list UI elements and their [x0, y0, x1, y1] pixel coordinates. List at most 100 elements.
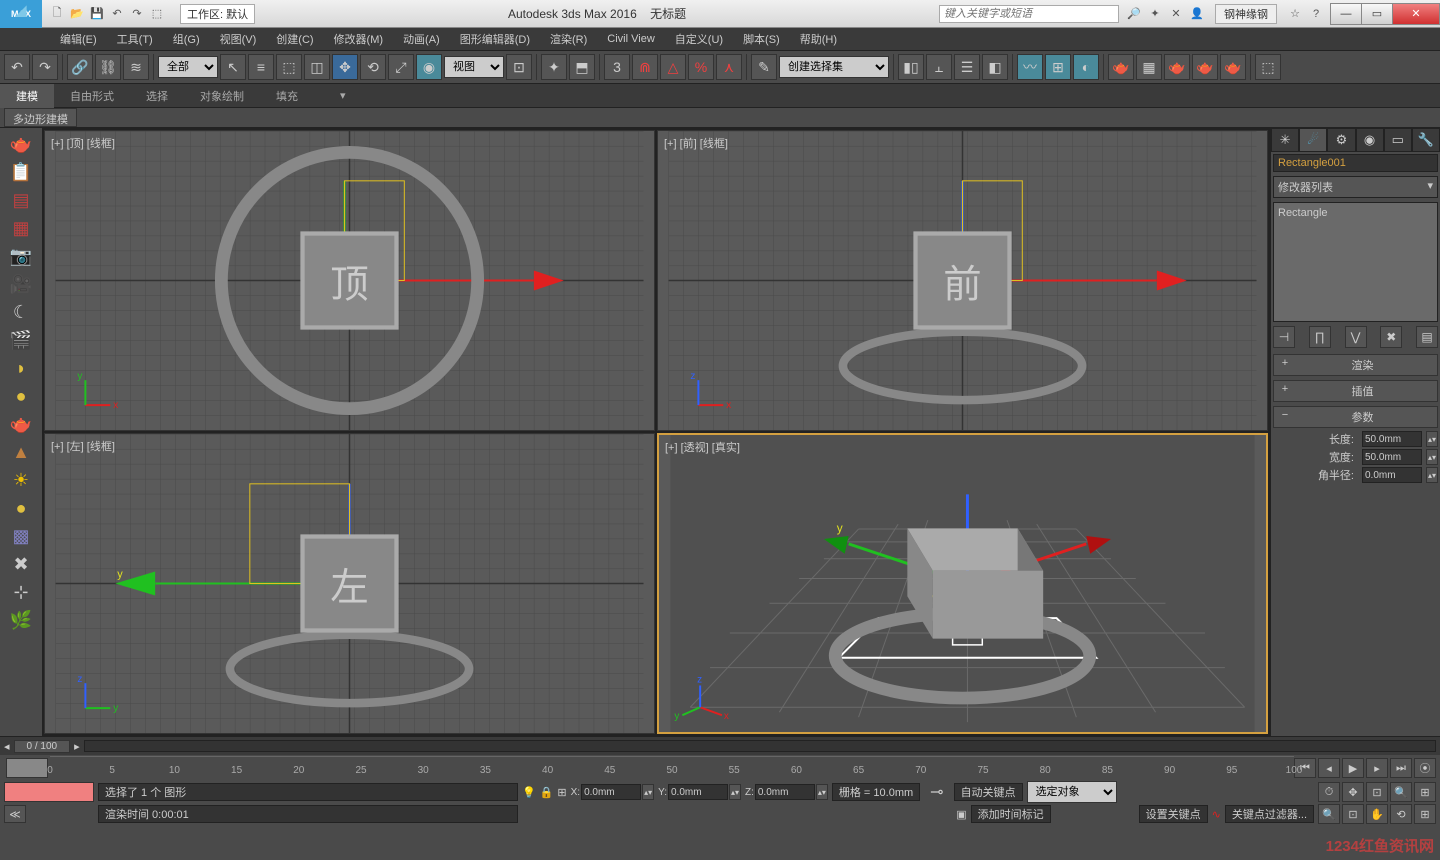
ribbon-tab-populate[interactable]: 填充 [260, 84, 314, 108]
ribbon-tab-modeling[interactable]: 建模 [0, 84, 54, 108]
make-unique-icon[interactable]: ⋁ [1345, 326, 1367, 348]
tab-create[interactable]: ✳ [1271, 128, 1299, 152]
cameras-icon[interactable]: 🎬 [7, 328, 35, 352]
maximize-button[interactable]: ▭ [1361, 3, 1393, 25]
tab-modify[interactable]: ☄ [1299, 128, 1327, 152]
angle-snap-button[interactable]: ⋒ [632, 54, 658, 80]
y-field[interactable] [668, 784, 728, 800]
time-config-icon[interactable]: ⏱ [1318, 782, 1340, 802]
align-button[interactable]: ⫠ [926, 54, 952, 80]
tab-motion[interactable]: ◉ [1356, 128, 1384, 152]
percent-snap-button[interactable]: △ [660, 54, 686, 80]
minimize-button[interactable]: — [1330, 3, 1362, 25]
keyboard-shortcut-button[interactable]: ⬒ [569, 54, 595, 80]
viewcube-icon[interactable]: 左 [45, 434, 654, 733]
menu-help[interactable]: 帮助(H) [790, 28, 847, 50]
pin-stack-icon[interactable]: ⊣ [1273, 326, 1295, 348]
subscription-icon[interactable]: ✦ [1146, 5, 1164, 23]
layer-explorer-button[interactable]: ☰ [954, 54, 980, 80]
modifier-list-dropdown[interactable]: 修改器列表▾ [1273, 176, 1438, 198]
viewport-left[interactable]: [+] [左] [线框] y y z 左 [44, 433, 655, 734]
grass-icon[interactable]: 🌿 [7, 608, 35, 632]
menu-rendering[interactable]: 渲染(R) [540, 28, 597, 50]
width-spinner[interactable] [1362, 449, 1422, 465]
key-lock-icon[interactable]: ⊸ [930, 782, 943, 802]
vp-nav2-icon[interactable]: ⊡ [1366, 782, 1388, 802]
spinner-snap-button[interactable]: % [688, 54, 714, 80]
user-name[interactable]: 钢神缘钢 [1215, 4, 1277, 24]
stack-item[interactable]: Rectangle [1278, 207, 1433, 219]
menu-animation[interactable]: 动画(A) [393, 28, 450, 50]
redo-icon[interactable]: ↷ [128, 5, 146, 23]
viewport-label[interactable]: [+] [左] [线框] [51, 438, 115, 454]
add-time-tag[interactable]: 添加时间标记 [971, 805, 1051, 823]
track-slider[interactable] [84, 740, 1436, 752]
toggle-ribbon-button[interactable]: ◧ [982, 54, 1008, 80]
menu-views[interactable]: 视图(V) [210, 28, 267, 50]
vp-nav1-icon[interactable]: ✥ [1342, 782, 1364, 802]
window-crossing-button[interactable]: ◫ [304, 54, 330, 80]
select-scale-button[interactable]: ⤢ [388, 54, 414, 80]
menu-modifiers[interactable]: 修改器(M) [324, 28, 394, 50]
menu-create[interactable]: 创建(C) [266, 28, 323, 50]
workspace-selector[interactable]: 工作区: 默认 [180, 4, 255, 24]
render-iterative-button[interactable]: 🫖 [1192, 54, 1218, 80]
viewport-top[interactable]: [+] [顶] [线框] x y [44, 130, 655, 431]
teapot-icon[interactable]: 🫖 [7, 132, 35, 156]
dome-icon[interactable]: ◗ [7, 356, 35, 380]
curve-editor-button[interactable]: 〰 [1017, 54, 1043, 80]
bind-spacewarp-button[interactable]: ≋ [123, 54, 149, 80]
ribbon-sub-polymodeling[interactable]: 多边形建模 [4, 108, 77, 127]
wall-icon[interactable]: ▦ [7, 216, 35, 240]
close-button[interactable]: ✕ [1392, 3, 1440, 25]
open-icon[interactable]: 📂 [68, 5, 86, 23]
viewport-label[interactable]: [+] [顶] [线框] [51, 135, 115, 151]
notes-icon[interactable]: 📋 [7, 160, 35, 184]
ribbon-tab-selection[interactable]: 选择 [130, 84, 184, 108]
ref-coord-system[interactable]: 视图 [444, 56, 504, 78]
undo-button[interactable]: ↶ [4, 54, 30, 80]
layers-icon[interactable]: ▤ [7, 188, 35, 212]
schematic-view-button[interactable]: ⊞ [1045, 54, 1071, 80]
project-icon[interactable]: ⬚ [148, 5, 166, 23]
key-target-dropdown[interactable]: 选定对象 [1027, 781, 1117, 803]
z-field[interactable] [755, 784, 815, 800]
select-move-button[interactable]: ✥ [332, 54, 358, 80]
tab-display[interactable]: ▭ [1384, 128, 1412, 152]
select-manipulate-button[interactable]: ✦ [541, 54, 567, 80]
render-activeshade-button[interactable]: 🫖 [1220, 54, 1246, 80]
material-editor-button[interactable]: ◐ [1073, 54, 1099, 80]
viewport-perspective[interactable]: [+] [透视] [真实] y [657, 433, 1268, 734]
autokey-button[interactable]: 自动关键点 [954, 783, 1023, 801]
link-button[interactable]: 🔗 [67, 54, 93, 80]
viewport-label[interactable]: [+] [前] [线框] [664, 135, 728, 151]
play-icon[interactable]: ▶ [1342, 758, 1364, 778]
x-field[interactable] [581, 784, 641, 800]
viewcube-icon[interactable]: 顶 [45, 131, 654, 430]
ribbon-expand-icon[interactable]: ▾ [324, 85, 362, 106]
hierarchy-icon[interactable]: ⊹ [7, 580, 35, 604]
vp-nav4-icon[interactable]: ⊞ [1414, 782, 1436, 802]
selection-filter[interactable]: 全部 [158, 56, 218, 78]
key-filters-button[interactable]: 关键点过滤器... [1225, 805, 1314, 823]
select-rotate-button[interactable]: ⟲ [360, 54, 386, 80]
menu-civil-view[interactable]: Civil View [597, 30, 664, 48]
spinner-buttons[interactable]: ▴▾ [1426, 449, 1438, 465]
prev-frame-icon[interactable]: ◂ [1318, 758, 1340, 778]
ribbon-tab-freeform[interactable]: 自由形式 [54, 84, 130, 108]
search-input[interactable] [939, 5, 1119, 23]
object-name-field[interactable] [1273, 154, 1438, 172]
vp-zoom-icon[interactable]: 🔍 [1318, 804, 1340, 824]
rollout-parameters[interactable]: −参数 [1273, 406, 1438, 428]
timeline-ruler[interactable]: 0510152025303540455055606570758085909510… [0, 755, 1440, 781]
redo-button[interactable]: ↷ [32, 54, 58, 80]
teapot2-icon[interactable]: 🫖 [7, 412, 35, 436]
unlink-button[interactable]: ⛓ [95, 54, 121, 80]
favorite-icon[interactable]: ☆ [1286, 5, 1304, 23]
ribbon-tab-objectpaint[interactable]: 对象绘制 [184, 84, 260, 108]
sphere-icon[interactable]: ● [7, 384, 35, 408]
app-menu-icon[interactable]: MAX [0, 0, 42, 28]
viewport-label[interactable]: [+] [透视] [真实] [665, 439, 740, 455]
lock-icon[interactable]: 🔒 [540, 786, 554, 799]
rollout-interpolation[interactable]: +插值 [1273, 380, 1438, 402]
